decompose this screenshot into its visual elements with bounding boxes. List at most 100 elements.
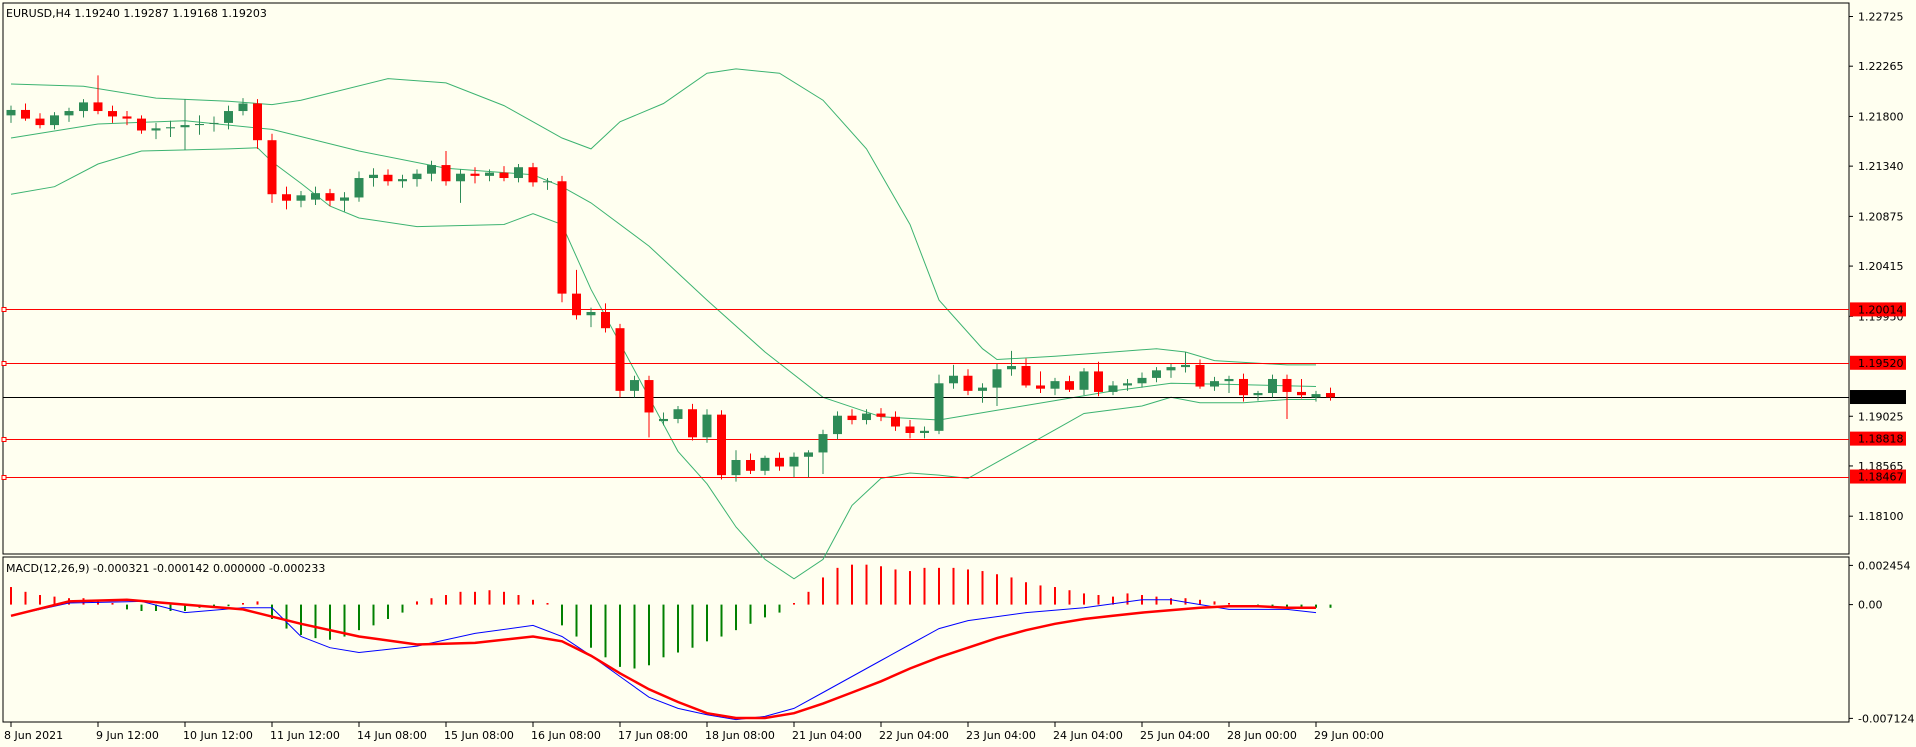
- bull-candle-body: [485, 172, 494, 176]
- price-panel-frame: [2, 2, 1850, 555]
- symbol-header: EURUSD,H4 1.19240 1.19287 1.19168 1.1920…: [6, 7, 267, 20]
- bollinger-middle-line: [10, 120, 1317, 421]
- price-tick-label: 1.18100: [1858, 510, 1904, 523]
- bull-candle-body: [586, 311, 596, 316]
- bear-candle-body: [615, 328, 625, 391]
- price-tick-label: 1.21800: [1858, 110, 1904, 123]
- bear-candle-body: [267, 140, 277, 195]
- macd-tick-label: 0.002454: [1858, 559, 1911, 572]
- time-tick-label: 29 Jun 00:00: [1314, 729, 1384, 742]
- bull-candle-body: [1137, 377, 1147, 384]
- macd-main-line: [10, 599, 1317, 721]
- price-tick-label: 1.21340: [1858, 160, 1904, 173]
- bull-candle-body: [238, 103, 248, 112]
- bear-candle-body: [1326, 393, 1335, 398]
- bear-candle-body: [499, 172, 509, 179]
- bull-candle-body: [789, 456, 799, 467]
- bull-candle-body: [354, 178, 364, 198]
- time-tick-label: 24 Jun 04:00: [1053, 729, 1123, 742]
- bull-candle-body: [151, 128, 161, 131]
- bull-candle-body: [180, 125, 190, 128]
- bull-candle-body: [920, 430, 929, 433]
- price-tick-label: 1.20875: [1858, 210, 1904, 223]
- time-tick-label: 10 Jun 12:00: [183, 729, 253, 742]
- bull-candle-body: [659, 418, 668, 422]
- bull-candle-body: [1268, 378, 1277, 394]
- bull-candle-body: [412, 173, 422, 180]
- horizontal-levels: [1, 307, 1849, 480]
- bear-candle-body: [1065, 381, 1074, 390]
- level-handle: [1, 307, 7, 312]
- price-tick-label: 1.22725: [1858, 11, 1904, 24]
- time-tick-label: 11 Jun 12:00: [270, 729, 340, 742]
- price-tick-label: 1.19025: [1858, 410, 1904, 423]
- bear-candle-body: [1239, 378, 1248, 396]
- bull-candle-body: [224, 111, 233, 123]
- price-axis: 1.22725 1.22265 1.21800 1.21340 1.20875 1.204…: [1849, 11, 1906, 523]
- bear-candle-body: [1094, 371, 1103, 392]
- bear-candle-body: [253, 103, 262, 141]
- time-tick-label: 25 Jun 04:00: [1140, 729, 1210, 742]
- time-tick-label: 21 Jun 04:00: [792, 729, 862, 742]
- bear-candle-body: [282, 194, 291, 201]
- bull-candle-body: [862, 413, 871, 421]
- bear-candle-body: [441, 165, 451, 182]
- bull-candle-body: [702, 414, 712, 438]
- bear-candle-body: [21, 109, 30, 119]
- time-tick-label: 15 Jun 08:00: [444, 729, 514, 742]
- bear-candle-body: [108, 111, 117, 117]
- macd-tick-label: 0.00: [1858, 599, 1883, 612]
- bull-candle-body: [50, 115, 59, 126]
- bear-candle-body: [963, 375, 973, 391]
- level-price-badge: [1850, 469, 1906, 484]
- bull-candle-body: [934, 383, 944, 431]
- bear-candle-body: [1021, 366, 1031, 386]
- time-tick-label: 14 Jun 08:00: [357, 729, 427, 742]
- bull-candle-body: [543, 181, 552, 183]
- bull-candle-body: [427, 165, 436, 174]
- time-tick-label: 28 Jun 00:00: [1227, 729, 1297, 742]
- bull-candle-body: [456, 173, 465, 182]
- bull-candle-body: [978, 387, 987, 391]
- bull-candle-body: [630, 380, 639, 391]
- bull-candle-body: [166, 127, 175, 129]
- level-price-label: 1.18818: [1858, 433, 1904, 446]
- bull-candle-body: [398, 179, 407, 182]
- bull-candle-body: [209, 122, 219, 125]
- time-tick-label: 8 Jun 2021: [4, 729, 63, 742]
- macd-histogram: [10, 564, 1332, 669]
- bull-candle-body: [1166, 367, 1176, 371]
- time-tick-label: 22 Jun 04:00: [879, 729, 949, 742]
- current-price-badge: [1850, 390, 1906, 405]
- bear-candle-body: [93, 102, 103, 112]
- bull-candle-body: [1108, 385, 1118, 392]
- macd-panel-frame: [2, 556, 1850, 723]
- bull-candle-body: [1253, 393, 1263, 396]
- price-tick-label: 1.22265: [1858, 60, 1904, 73]
- bear-candle-body: [383, 174, 393, 182]
- bull-candle-body: [79, 102, 88, 112]
- bull-candle-body: [369, 174, 378, 179]
- macd-header: MACD(12,26,9) -0.000321 -0.000142 0.0000…: [6, 562, 325, 575]
- bear-candle-body: [572, 293, 581, 316]
- bear-candle-body: [122, 116, 132, 119]
- macd-tick-label: -0.007124: [1858, 712, 1914, 725]
- bear-candle-body: [688, 409, 697, 438]
- level-price-label: 1.19520: [1858, 357, 1904, 370]
- bull-candle-body: [311, 193, 320, 200]
- bull-candle-body: [1210, 381, 1219, 387]
- bear-candle-body: [1195, 364, 1205, 387]
- bear-candle-body: [746, 460, 755, 471]
- bear-candle-body: [137, 118, 146, 131]
- time-tick-label: 16 Jun 08:00: [531, 729, 601, 742]
- macd-lines: [10, 598, 1317, 721]
- time-tick-label: 9 Jun 12:00: [96, 729, 159, 742]
- bull-candle-body: [1079, 371, 1089, 390]
- bull-candle-body: [1181, 364, 1190, 368]
- bull-candle-body: [731, 460, 741, 476]
- bull-candle-body: [1050, 381, 1060, 389]
- bull-candle-body: [195, 124, 204, 126]
- bear-candle-body: [1297, 391, 1306, 396]
